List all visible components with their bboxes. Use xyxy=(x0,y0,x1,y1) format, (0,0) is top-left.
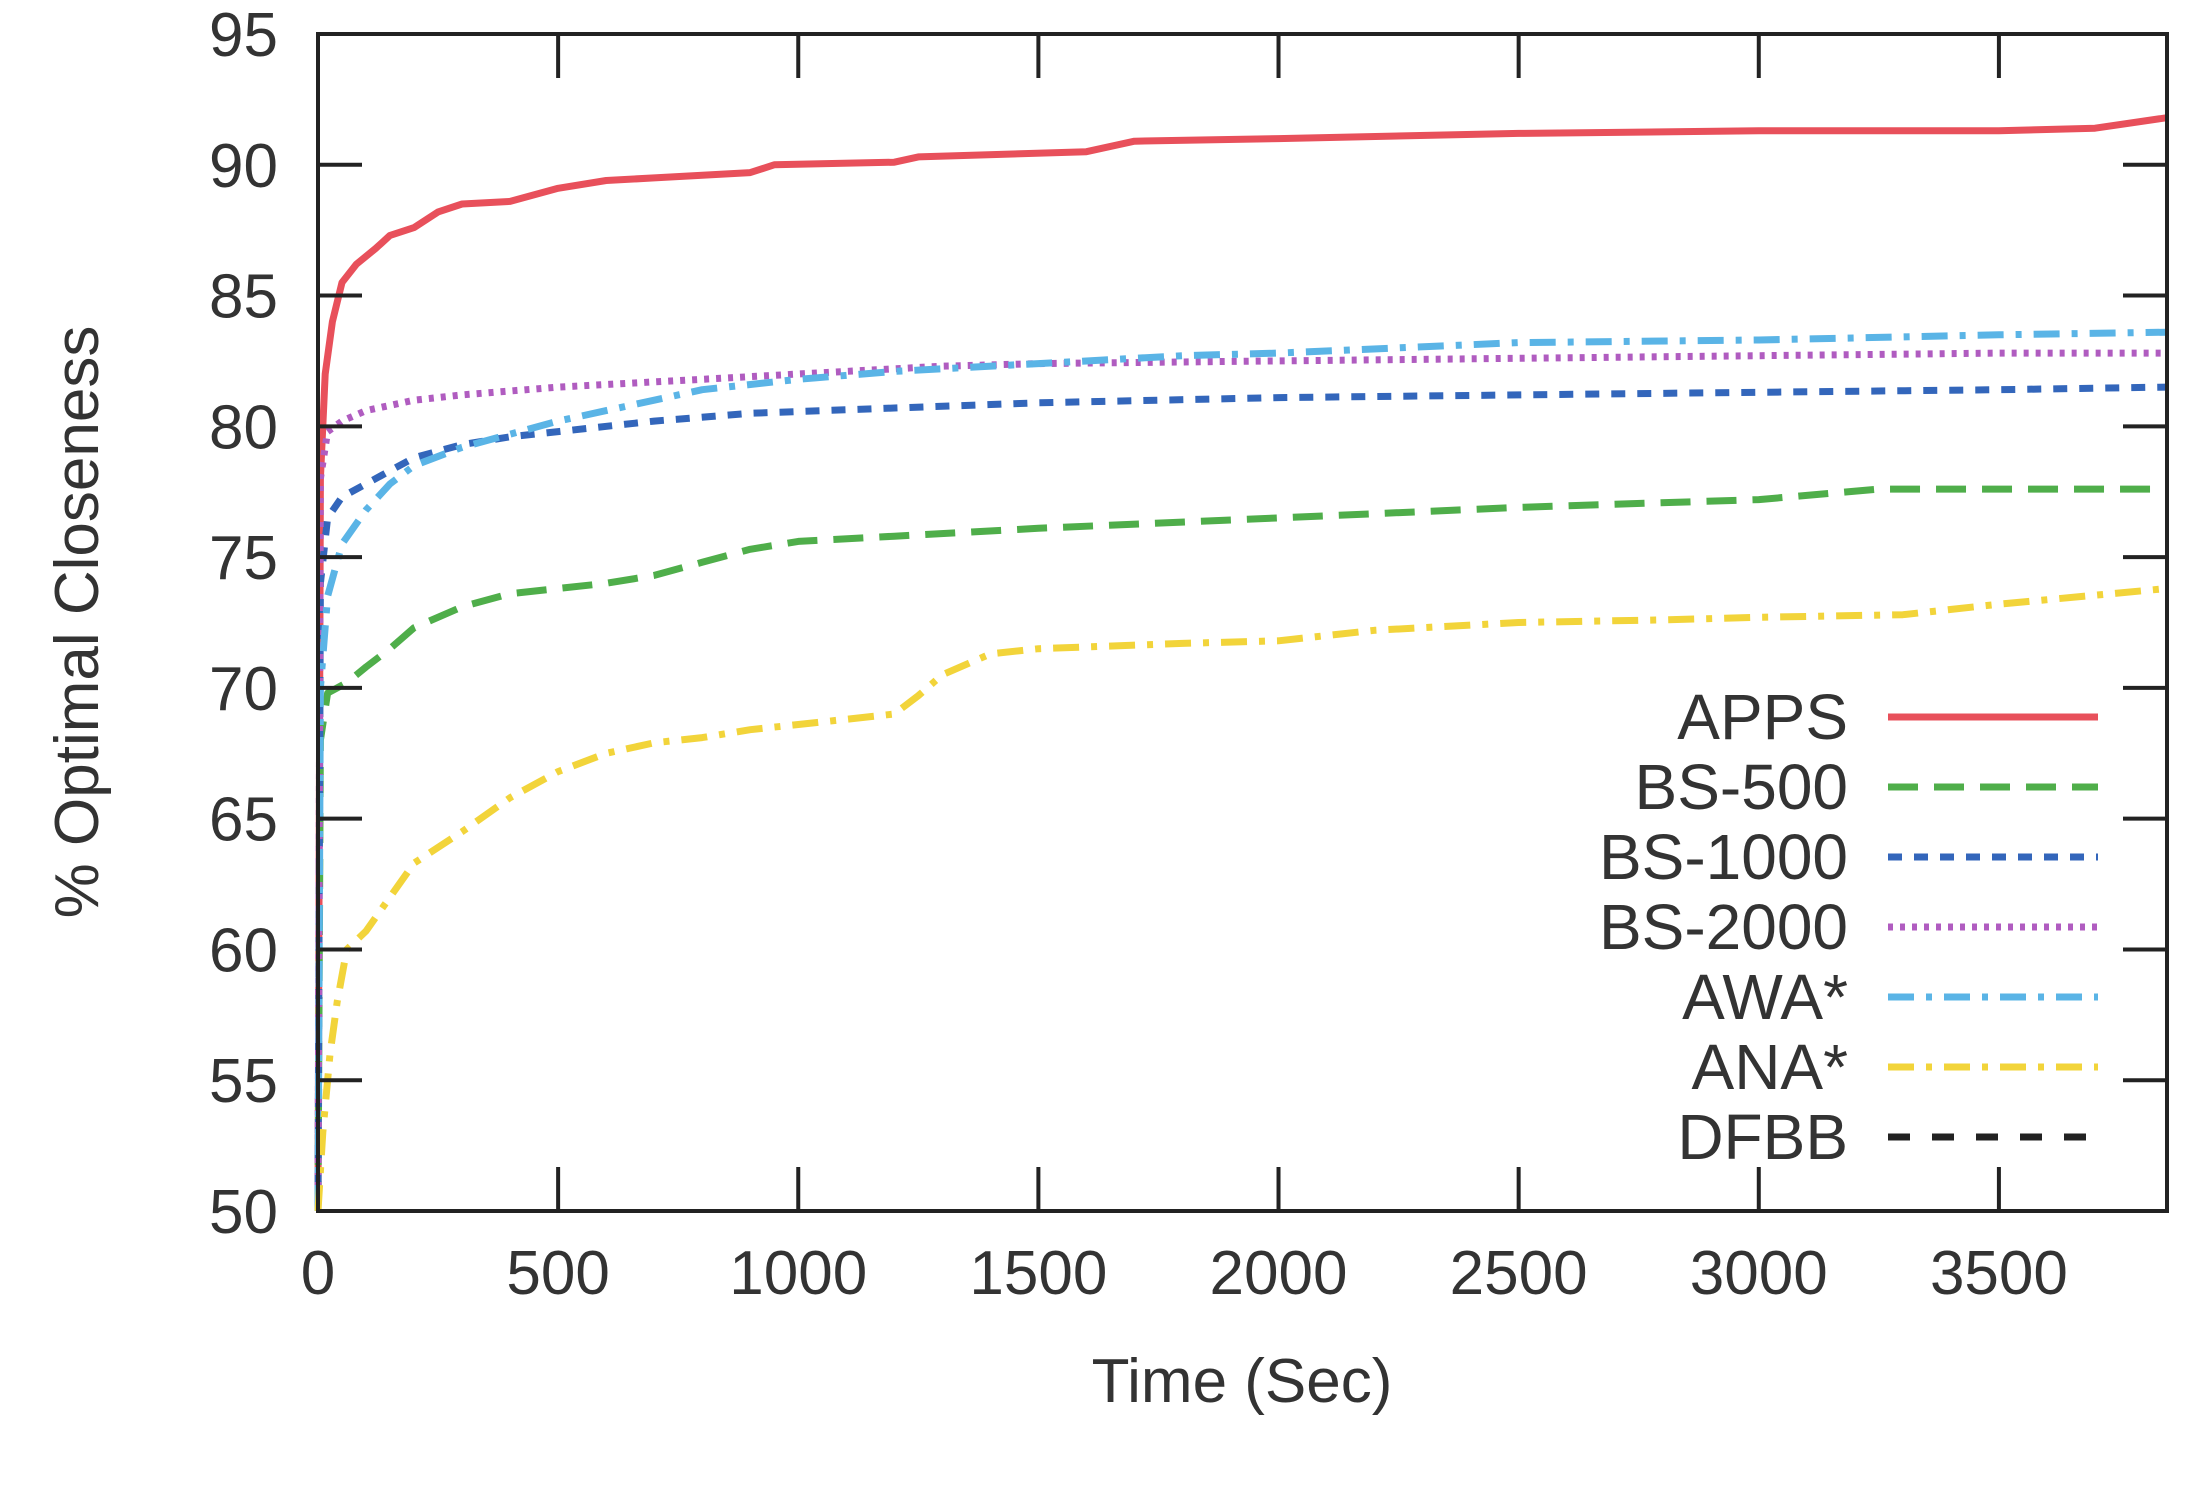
y-tick-labels: 50 55 60 65 70 75 80 85 90 95 xyxy=(209,1,278,1247)
legend-label: BS-500 xyxy=(1635,751,1848,823)
x-tick-label: 3500 xyxy=(1930,1239,2068,1308)
x-axis-label: Time (Sec) xyxy=(1092,1347,1393,1416)
series-layer xyxy=(314,114,2168,1212)
x-tick-label: 0 xyxy=(301,1239,335,1308)
y-tick-label: 95 xyxy=(209,1,278,70)
x-tick-label: 2500 xyxy=(1450,1239,1588,1308)
y-tick-label: 55 xyxy=(209,1047,278,1116)
y-tick-label: 70 xyxy=(209,655,278,724)
y-tick-label: 50 xyxy=(209,1178,278,1247)
y-tick-label: 75 xyxy=(209,524,278,593)
series-line-ana- xyxy=(314,585,2168,1212)
y-tick-label: 90 xyxy=(209,132,278,201)
plot-frame xyxy=(316,32,2169,1213)
series-line-bs-500 xyxy=(314,485,2167,1212)
series-line-bs-2000 xyxy=(314,349,2167,1212)
x-tick-labels: 0 500 1000 1500 2000 2500 3000 3500 xyxy=(301,1239,2068,1308)
x-tick-label: 1500 xyxy=(969,1239,1107,1308)
legend-label: DFBB xyxy=(1677,1101,1848,1173)
legend-label: ANA* xyxy=(1692,1031,1849,1103)
x-tick-label: 2000 xyxy=(1210,1239,1348,1308)
legend-label: BS-2000 xyxy=(1599,891,1848,963)
y-tick-label: 65 xyxy=(209,786,278,855)
y-tick-label: 85 xyxy=(209,263,278,332)
y-axis-label: % Optimal Closeness xyxy=(43,326,112,919)
legend-label: APPS xyxy=(1677,681,1848,753)
series-line-apps xyxy=(314,114,2168,1212)
tick-marks xyxy=(316,32,2167,1213)
y-tick-label: 80 xyxy=(209,393,278,462)
legend-label: BS-1000 xyxy=(1599,821,1848,893)
x-tick-label: 500 xyxy=(506,1239,609,1308)
series-line-awa- xyxy=(314,328,2168,1212)
legend-label: AWA* xyxy=(1682,961,1848,1033)
x-tick-label: 3000 xyxy=(1690,1239,1828,1308)
y-tick-label: 60 xyxy=(209,916,278,985)
series-line-bs-1000 xyxy=(314,383,2168,1212)
x-tick-label: 1000 xyxy=(729,1239,867,1308)
